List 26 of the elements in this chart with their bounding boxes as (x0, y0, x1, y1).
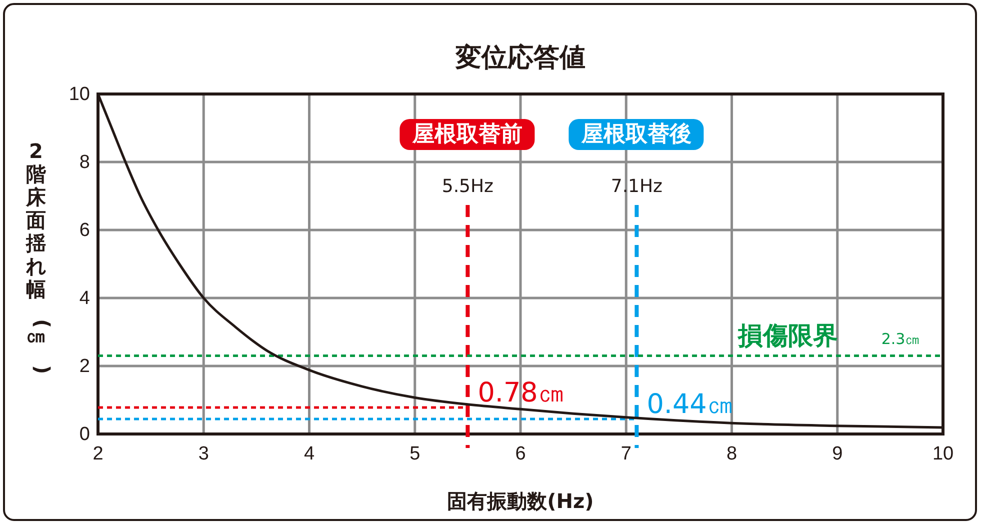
y-tick-label: 8 (79, 152, 90, 174)
y-tick-label: 2 (79, 356, 90, 378)
ref-line-label: 0.44㎝ (646, 389, 734, 420)
x-tick-label: 5 (410, 443, 420, 464)
y-tick-label: 10 (68, 84, 90, 106)
x-tick-label: 6 (515, 443, 526, 464)
x-tick-label: 9 (832, 443, 843, 464)
x-axis-title: 固有振動数(Hz) (447, 489, 594, 513)
x-tick-label: 10 (932, 443, 954, 464)
x-tick-label: 4 (304, 443, 315, 464)
chart-title: 変位応答値 (454, 43, 586, 73)
x-tick-label: 3 (198, 443, 209, 464)
ref-line-label: 5.5Hz (442, 176, 494, 197)
x-tick-label: 2 (92, 443, 104, 464)
y-tick-label: 6 (79, 220, 90, 242)
annotation: 屋根取替前 (412, 122, 523, 147)
y-tick-label: 0 (79, 424, 90, 446)
text: 2階床面揺れ幅(㎝) (26, 139, 54, 374)
y-tick-label: 4 (79, 288, 90, 310)
x-tick-label: 7 (620, 443, 632, 464)
annotation: 2.3㎝ (881, 330, 920, 348)
annotation: 屋根取替後 (580, 122, 692, 147)
ref-line-label: 7.1Hz (610, 176, 662, 197)
ref-line-label: 0.78㎝ (478, 377, 565, 408)
ref-line-label: 損傷限界 (737, 320, 838, 350)
x-tick-label: 8 (726, 443, 738, 464)
